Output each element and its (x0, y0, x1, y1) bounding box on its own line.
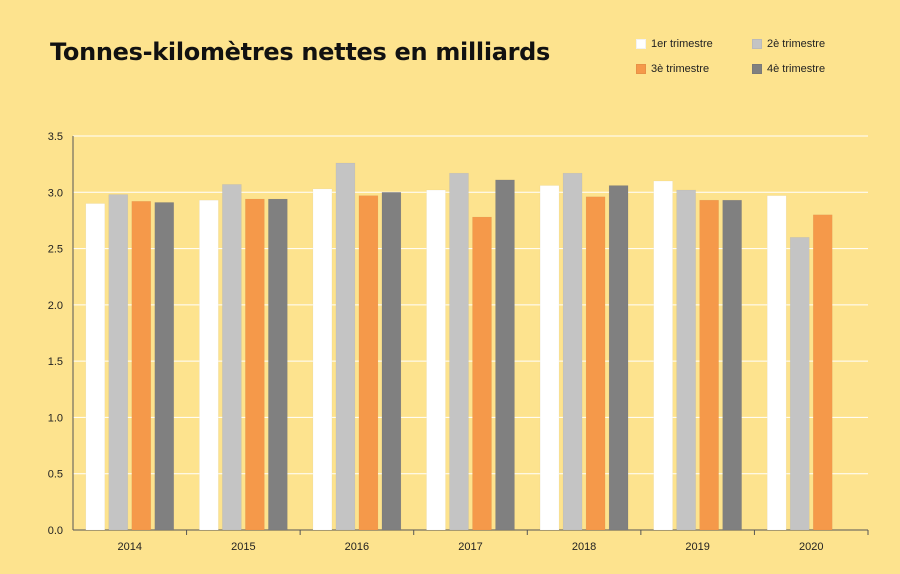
y-tick-label: 2.0 (48, 300, 63, 312)
legend-swatch-q1 (636, 39, 646, 49)
bar-2016-q2 (335, 162, 356, 531)
bar-2014-q4 (154, 202, 175, 531)
y-tick-label: 0.0 (48, 525, 63, 537)
bar-2017-q3 (472, 216, 492, 531)
bar-2017-q1 (426, 189, 446, 531)
x-tick-label: 2016 (345, 541, 369, 553)
bar-2014-q1 (85, 203, 106, 531)
bar-2016-q1 (312, 188, 333, 531)
bar-2015-q1 (199, 199, 219, 531)
y-tick-label: 3.5 (48, 131, 63, 143)
x-tick-label: 2015 (231, 541, 255, 553)
y-tick-label: 1.5 (48, 356, 63, 368)
x-tick-label: 2019 (685, 541, 709, 553)
legend: 1er trimestre 2è trimestre 3è trimestre … (636, 38, 876, 88)
x-tick-label: 2014 (118, 541, 142, 553)
legend-item-q2: 2è trimestre (752, 38, 825, 50)
y-tick-label: 0.5 (48, 469, 63, 481)
bar-2016-q4 (381, 192, 402, 531)
y-tick-label: 1.0 (48, 412, 63, 424)
legend-label-q2: 2è trimestre (767, 38, 826, 50)
bar-2016-q3 (358, 195, 379, 531)
bar-2018-q3 (585, 196, 606, 531)
bar-2015-q3 (245, 198, 265, 531)
legend-swatch-q2 (752, 39, 762, 49)
legend-swatch-q4 (752, 64, 762, 74)
bar-2019-q4 (722, 199, 742, 531)
legend-item-q1: 1er trimestre (636, 38, 713, 50)
bar-2015-q2 (222, 184, 242, 531)
bar-2020-q3 (812, 214, 833, 531)
x-tick-label: 2018 (572, 541, 596, 553)
x-tick-label: 2017 (458, 541, 482, 553)
legend-label-q4: 4è trimestre (767, 63, 826, 75)
bar-2018-q4 (608, 185, 629, 531)
bar-2019-q3 (699, 199, 719, 531)
bar-2018-q1 (539, 185, 560, 531)
bar-2020-q2 (789, 237, 810, 531)
bar-2015-q4 (268, 198, 288, 531)
y-tick-label: 2.5 (48, 244, 63, 256)
bar-2020-q1 (766, 195, 787, 531)
x-tick-label: 2020 (799, 541, 823, 553)
legend-item-q4: 4è trimestre (752, 63, 825, 75)
bar-2014-q2 (108, 194, 129, 531)
legend-label-q3: 3è trimestre (651, 63, 710, 75)
legend-label-q1: 1er trimestre (651, 38, 713, 50)
bar-2017-q4 (495, 179, 515, 531)
bar-2014-q3 (131, 201, 152, 531)
chart-title: Tonnes-kilomètres nettes en milliards (50, 38, 551, 66)
bar-2018-q2 (562, 172, 583, 531)
bar-2019-q2 (676, 189, 696, 531)
legend-item-q3: 3è trimestre (636, 63, 709, 75)
bar-2017-q2 (449, 172, 469, 531)
bar-2019-q1 (653, 180, 673, 531)
legend-swatch-q3 (636, 64, 646, 74)
y-tick-label: 3.0 (48, 187, 63, 199)
